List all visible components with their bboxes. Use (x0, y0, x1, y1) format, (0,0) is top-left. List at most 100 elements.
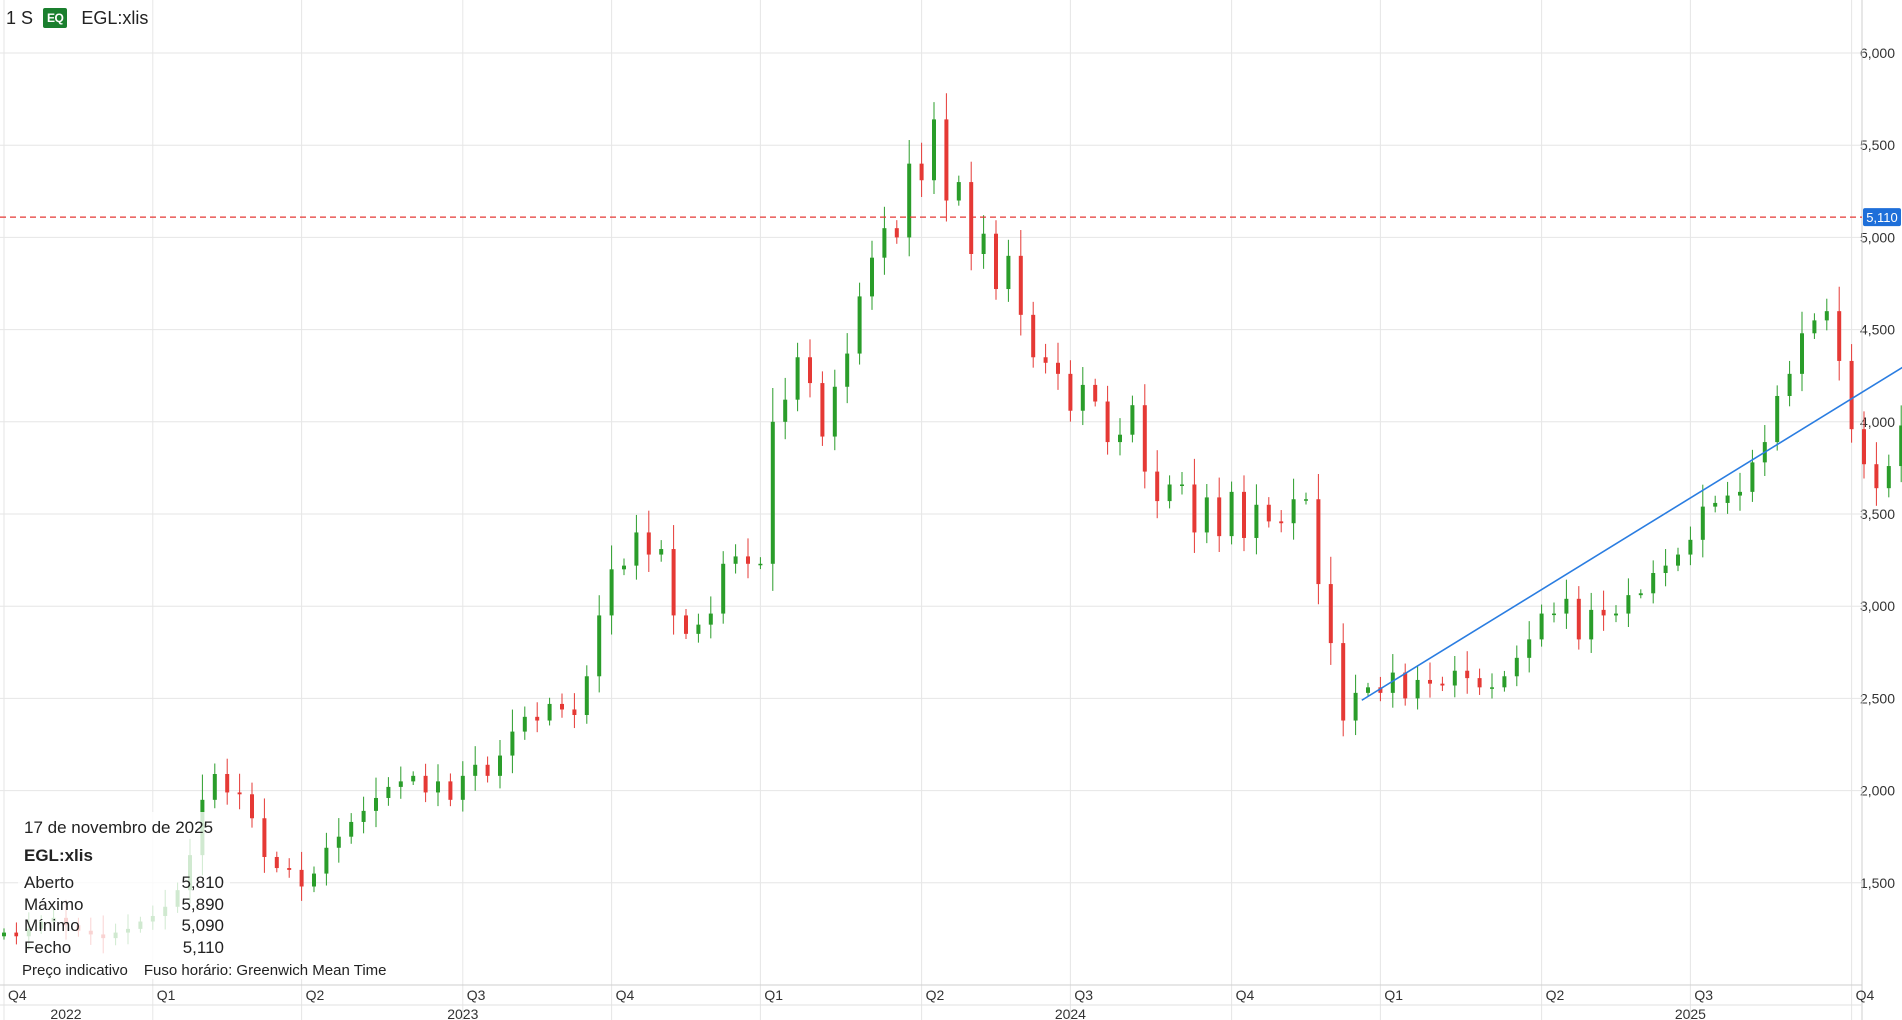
candle-body (448, 781, 453, 800)
x-quarter-label: Q2 (926, 987, 945, 1003)
x-year-label: 2023 (447, 1006, 478, 1020)
candle-body (609, 569, 614, 616)
candle-body (1626, 595, 1631, 614)
candle-body (696, 624, 701, 634)
interval-selector[interactable]: 1 S (6, 7, 34, 28)
open-label: Aberto (24, 873, 75, 892)
candle-body (547, 703, 552, 721)
candle-body (1328, 584, 1333, 644)
candle-body (14, 932, 19, 937)
tooltip-row-high: Máximo 5,890 (24, 894, 224, 916)
candle-body (894, 228, 899, 238)
candle-body (510, 731, 515, 756)
tooltip-row-low: Mínimo 5,090 (24, 915, 224, 937)
candle-body (1564, 598, 1569, 614)
candle-body (1775, 395, 1780, 443)
open-value: 5,810 (181, 873, 224, 892)
candle-body (1080, 384, 1085, 411)
candle-body (733, 556, 738, 564)
candle-body (646, 532, 651, 555)
candle-body (1167, 484, 1172, 502)
candle-body (969, 182, 974, 254)
x-year-label: 2022 (50, 1006, 81, 1020)
y-tick-label: 6,000 (1860, 45, 1895, 61)
candle-body (2, 932, 6, 937)
candle-body (1266, 504, 1271, 522)
candle-body (1800, 333, 1804, 374)
candle-body (498, 755, 502, 776)
candle-body (870, 257, 874, 297)
candle-body (1824, 311, 1829, 321)
candle-body (1229, 491, 1234, 537)
x-quarter-label: Q2 (306, 987, 325, 1003)
y-tick-label: 2,500 (1860, 690, 1895, 706)
candle-body (436, 781, 440, 793)
candle-body (981, 233, 986, 254)
chart-header: 1 S EQ EGL:xlis (6, 6, 148, 30)
high-value: 5,890 (181, 894, 224, 914)
candle-body (411, 775, 416, 782)
candle-body (1415, 679, 1420, 699)
candle-body (1378, 687, 1383, 693)
candle-body (1465, 670, 1470, 679)
candle-body (1477, 678, 1482, 688)
candle-body (1539, 613, 1544, 640)
candle-body (1006, 255, 1011, 290)
candle-body (1068, 373, 1073, 411)
candle-body (1390, 672, 1395, 693)
candle-body (460, 775, 465, 800)
candle-body (1204, 497, 1209, 533)
last-price-badge (1863, 208, 1901, 227)
candle-body (1217, 497, 1222, 537)
price-note: Preço indicativo (22, 962, 128, 979)
candle-body (708, 613, 713, 625)
candle-body (932, 119, 936, 181)
candle-body (1886, 466, 1891, 489)
candle-body (274, 856, 279, 869)
symbol-label[interactable]: EGL:xlis (81, 7, 149, 28)
candle-body (212, 774, 217, 800)
candle-body (386, 786, 391, 798)
candle-body (1750, 462, 1755, 492)
candle-body (1589, 609, 1594, 640)
x-quarter-label: Q3 (467, 987, 486, 1003)
candle-body (994, 233, 998, 290)
candle-body (473, 764, 478, 776)
candle-body (721, 563, 726, 614)
candle-body (671, 549, 676, 616)
candle-body (324, 847, 329, 874)
candle-body (944, 119, 949, 201)
candle-body (1180, 484, 1184, 486)
candle-body (1787, 373, 1792, 396)
x-quarter-label: Q3 (1074, 987, 1093, 1003)
candle-body (832, 386, 837, 437)
candle-body (1452, 670, 1457, 686)
candle-body (398, 781, 403, 787)
candle-body (1130, 405, 1135, 435)
candle-body (485, 764, 490, 776)
candle-body (250, 794, 254, 819)
chart-footnote: Preço indicativo Fuso horário: Greenwich… (22, 962, 387, 979)
ohlc-tooltip: 17 de novembro de 2025 EGL:xlis Aberto 5… (18, 812, 230, 962)
candle-body (1105, 401, 1110, 443)
candle-body (1142, 405, 1147, 472)
y-tick-label: 3,500 (1860, 506, 1895, 522)
y-tick-label: 5,000 (1860, 229, 1895, 245)
close-label: Fecho (24, 937, 72, 957)
last-price-label: 5,110 (1866, 210, 1898, 225)
candle-body (1651, 573, 1656, 594)
candle-body (560, 703, 564, 710)
candle-body (423, 775, 428, 793)
y-tick-label: 1,500 (1860, 875, 1895, 891)
candle-body (634, 532, 639, 566)
y-tick-label: 5,500 (1860, 137, 1895, 153)
candle-body (1688, 539, 1693, 555)
candle-body (820, 383, 825, 437)
candle-body (1576, 598, 1581, 640)
candle-body (659, 549, 664, 555)
candle-body (1118, 434, 1122, 443)
y-tick-label: 2,000 (1860, 783, 1895, 799)
candle-body (597, 615, 602, 677)
candle-body (758, 563, 763, 566)
